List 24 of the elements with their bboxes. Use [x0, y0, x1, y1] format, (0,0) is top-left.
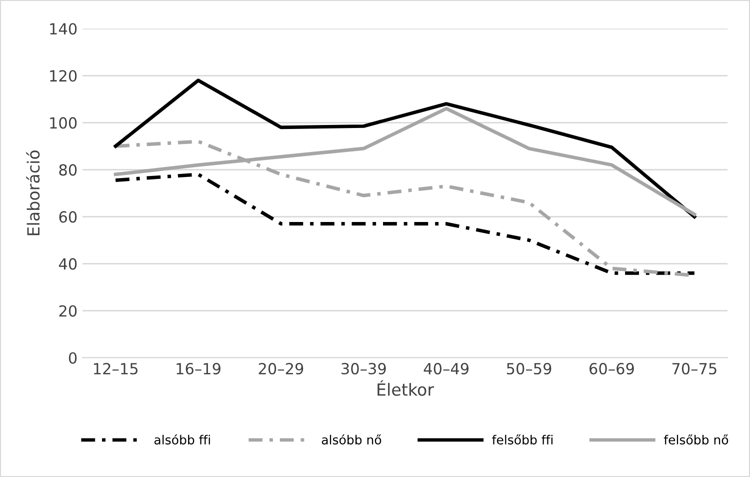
y-tick-label: 100 [50, 117, 77, 129]
y-tick-label: 60 [59, 211, 77, 223]
x-tick-label: 12–15 [94, 362, 138, 374]
legend-label: felsőbb ffi [492, 434, 552, 444]
x-tick-label: 50–59 [506, 362, 552, 374]
x-tick-label: 30–39 [342, 362, 386, 374]
x-tick-label: 70–75 [672, 362, 716, 374]
x-tick-label: 20–29 [258, 362, 304, 374]
line-series [114, 172, 696, 275]
y-tick-label: 0 [68, 352, 77, 364]
y-tick-label: 80 [59, 164, 77, 176]
x-tick-label: 40–49 [424, 362, 469, 374]
line-series [114, 78, 696, 218]
legend-label: alsóbb nő [322, 434, 382, 444]
y-tick-label: 120 [50, 70, 77, 82]
x-axis-title: Életkor [378, 380, 434, 396]
y-tick-label: 40 [58, 258, 77, 270]
y-tick-label: 140 [50, 23, 77, 35]
y-tick-label: 20 [59, 305, 77, 317]
x-tick-label: 60–69 [590, 362, 634, 374]
x-tick-label: 16–19 [176, 362, 220, 374]
legend-label: felsőbb nő [664, 434, 728, 444]
legend-label: alsóbb ffi [154, 434, 210, 444]
y-axis-title: Elaboráció [26, 150, 40, 236]
